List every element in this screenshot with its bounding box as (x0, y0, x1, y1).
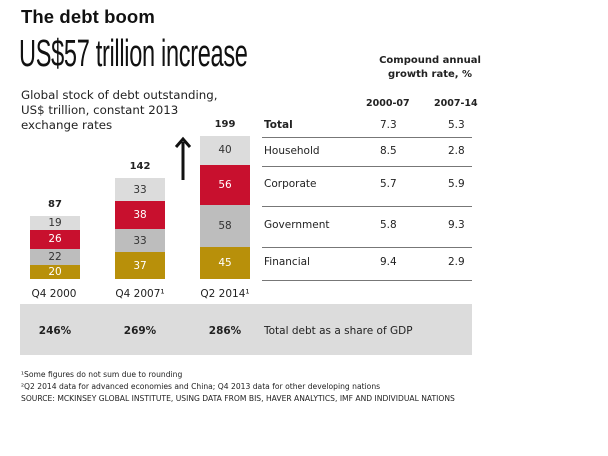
chart-subtitle: Global stock of debt outstanding, US$ tr… (21, 88, 271, 133)
cagr-2000-07: 7.3 (380, 119, 397, 131)
data-label: 40 (218, 144, 232, 157)
cagr-2000-07: 9.4 (380, 256, 397, 268)
cagr-2000-07: 5.8 (380, 219, 397, 231)
data-label: 37 (133, 259, 147, 272)
bar-segment-corporate: 26 (30, 230, 80, 249)
footnote-data-dates: ²Q2 2014 data for advanced economies and… (21, 382, 381, 391)
bar-segment-corporate: 56 (200, 164, 250, 205)
subtitle-line: exchange rates (21, 118, 113, 132)
bar-segment-government: 22 (30, 248, 80, 265)
row-divider (262, 137, 472, 138)
row-label: Government (264, 219, 330, 231)
data-label: 33 (133, 234, 147, 247)
cagr-2007-14: 5.3 (448, 119, 465, 131)
gdp-share-value: 269% (123, 325, 157, 337)
bar-total-label: 199 (214, 119, 236, 130)
row-label: Total (264, 119, 293, 131)
data-label: 38 (133, 209, 147, 222)
gdp-share-value: 286% (208, 325, 242, 337)
data-label: 56 (218, 178, 232, 191)
gdp-share-value: 246% (38, 325, 72, 337)
column-header-2000-07: 2000-07 (366, 98, 410, 109)
footnote-rounding: ¹Some figures do not sum due to rounding (21, 370, 183, 379)
bar-total-label: 87 (48, 199, 62, 211)
growth-table-title: Compound annual growth rate, % (360, 54, 500, 82)
row-divider (262, 247, 472, 248)
data-label: 45 (218, 256, 232, 269)
gdp-share-label: Total debt as a share of GDP (264, 325, 413, 337)
row-divider (262, 166, 472, 167)
growth-title-line: Compound annual (379, 55, 481, 66)
row-divider (262, 280, 472, 281)
bar-segment-household: 33 (115, 177, 165, 202)
bar-segment-government: 58 (200, 204, 250, 247)
row-label: Household (264, 145, 320, 157)
data-label: 20 (48, 265, 62, 278)
bar-segment-household: 19 (30, 216, 80, 231)
gdp-share-band (20, 304, 472, 355)
x-tick-label: Q4 2007¹ (115, 288, 165, 300)
subtitle-line: Global stock of debt outstanding, (21, 88, 218, 102)
cagr-2007-14: 2.8 (448, 145, 465, 157)
row-label: Corporate (264, 178, 317, 190)
cagr-2000-07: 8.5 (380, 145, 397, 157)
data-label: 26 (48, 233, 62, 246)
data-label: 33 (133, 183, 147, 196)
data-label: 22 (48, 250, 62, 263)
column-header-2007-14: 2007-14 (434, 98, 478, 109)
subtitle-line: US$ trillion, constant 2013 (21, 103, 179, 117)
bar-segment-financial: 20 (30, 264, 80, 279)
bar-segment-household: 40 (200, 136, 250, 165)
data-label: 58 (218, 219, 232, 232)
x-tick-label: Q4 2000 (31, 288, 77, 300)
bar-segment-corporate: 38 (115, 201, 165, 229)
x-tick-label: Q2 2014¹ (200, 288, 250, 300)
bar-total-label: 142 (129, 160, 151, 172)
bar-segment-government: 33 (115, 228, 165, 253)
row-divider (262, 206, 472, 207)
row-label: Financial (264, 256, 310, 268)
bar-segment-financial: 45 (200, 246, 250, 279)
growth-title-line: growth rate, % (387, 69, 473, 80)
cagr-2007-14: 9.3 (448, 219, 465, 231)
cagr-2000-07: 5.7 (380, 178, 397, 190)
source-note: SOURCE: MCKINSEY GLOBAL INSTITUTE, USING… (21, 394, 455, 403)
headline: US$57 trillion increase (19, 33, 248, 75)
bar-segment-financial: 37 (115, 252, 165, 279)
data-label: 19 (48, 217, 62, 230)
up-arrow-icon (175, 136, 191, 180)
kicker-title: The debt boom (21, 6, 155, 27)
cagr-2007-14: 5.9 (448, 178, 465, 190)
cagr-2007-14: 2.9 (448, 256, 465, 268)
